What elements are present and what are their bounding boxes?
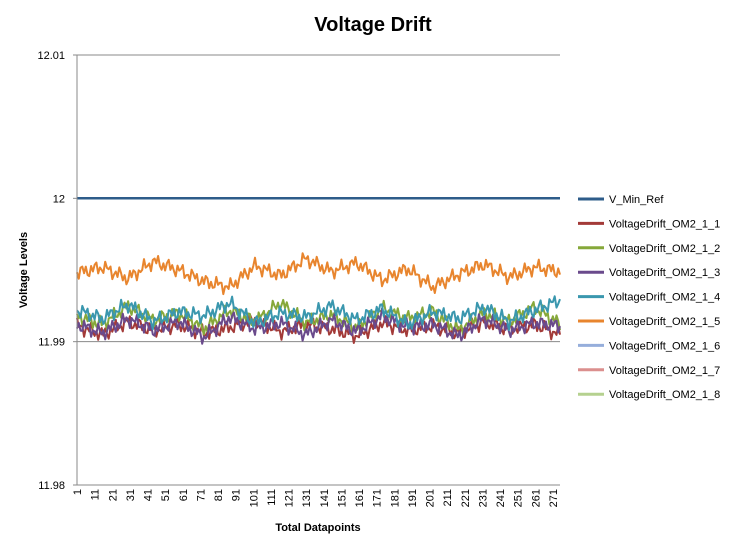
- plot-area: [77, 55, 560, 485]
- legend-entry: VoltageDrift_OM2_1_4: [609, 292, 720, 304]
- series-line-VoltageDrift_OM2_1_5: [76, 252, 561, 296]
- legend-entry: VoltageDrift_OM2_1_6: [609, 340, 720, 352]
- x-axis-label: Total Datapoints: [275, 522, 360, 534]
- x-tick-label: 271: [548, 489, 560, 507]
- y-axis-label: Voltage Levels: [18, 232, 30, 308]
- legend-entry: VoltageDrift_OM2_1_2: [609, 243, 720, 255]
- legend-entry: V_Min_Ref: [609, 194, 664, 206]
- x-tick-label: 161: [354, 489, 366, 507]
- legend-entry: VoltageDrift_OM2_1_5: [609, 316, 720, 328]
- x-tick-label: 61: [178, 489, 190, 501]
- x-tick-labels: 1 11 21 31 41 51 61 71 81 91 101 111 121 131 141 151 161…: [72, 489, 560, 507]
- y-tick-label: 11.99: [38, 337, 65, 349]
- x-tick-label: 191: [407, 489, 419, 507]
- x-tick-label: 261: [530, 489, 542, 507]
- x-tick-label: 51: [160, 489, 172, 501]
- legend: V_Min_Ref VoltageDrift_OM2_1_1 VoltageDrif…: [578, 194, 720, 401]
- x-tick-label: 41: [143, 489, 155, 501]
- legend-entry: VoltageDrift_OM2_1_8: [609, 389, 720, 401]
- y-tick-label: 11.98: [38, 480, 65, 492]
- x-tick-label: 181: [389, 489, 401, 507]
- x-tick-label: 171: [372, 489, 384, 507]
- legend-entry: VoltageDrift_OM2_1_7: [609, 365, 720, 377]
- chart-title: Voltage Drift: [314, 14, 432, 36]
- x-tick-label: 1: [72, 489, 84, 495]
- x-tick-label: 231: [477, 489, 489, 507]
- x-tick-label: 81: [213, 489, 225, 501]
- x-tick-label: 131: [301, 489, 313, 507]
- x-tick-label: 21: [107, 489, 119, 501]
- x-tick-label: 251: [513, 489, 525, 507]
- legend-entry: VoltageDrift_OM2_1_3: [609, 267, 720, 279]
- axes: [76, 55, 560, 486]
- y-tick-label: 12.01: [37, 50, 65, 62]
- x-tick-label: 201: [425, 489, 437, 507]
- x-tick-label: 91: [231, 489, 243, 501]
- x-tick-label: 101: [248, 489, 260, 507]
- y-tick-label: 12: [53, 193, 65, 205]
- x-tick-label: 221: [460, 489, 472, 507]
- series-line-VoltageDrift_OM2_1_3: [76, 307, 561, 345]
- x-tick-label: 121: [284, 489, 296, 507]
- y-tick-labels: 11.98 11.99 12 12.01: [37, 50, 77, 492]
- x-tick-label: 111: [266, 489, 278, 506]
- series-line-VoltageDrift_OM2_1_4: [76, 295, 561, 331]
- series-lines: [76, 197, 561, 345]
- x-tick-label: 31: [125, 489, 137, 501]
- x-tick-label: 241: [495, 489, 507, 507]
- legend-entry: VoltageDrift_OM2_1_1: [609, 218, 720, 230]
- x-tick-label: 141: [319, 489, 331, 507]
- x-tick-label: 211: [442, 489, 454, 507]
- x-tick-label: 151: [336, 489, 348, 507]
- x-tick-label: 11: [90, 489, 102, 500]
- x-tick-label: 71: [195, 489, 207, 501]
